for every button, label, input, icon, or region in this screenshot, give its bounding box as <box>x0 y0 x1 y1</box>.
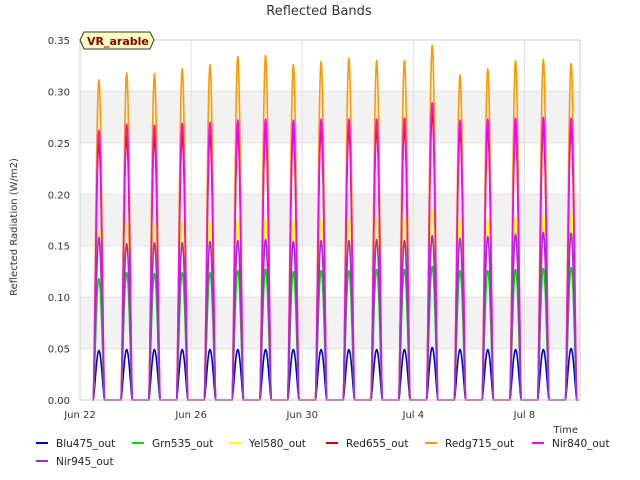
legend-label: Grn535_out <box>152 438 213 450</box>
station-badge: VR_arable <box>79 31 155 50</box>
x-axis-ticks: Jun 22 Jun 26 Jun 30 Jul 4 Jul 8 <box>63 410 535 421</box>
background-band <box>80 297 580 349</box>
background-band <box>80 91 580 143</box>
x-tick-label: Jun 22 <box>63 410 96 421</box>
y-axis-label: Reflected Radiation (W/m2) <box>9 158 20 296</box>
y-tick-label: 0.00 <box>48 396 70 407</box>
x-tick-label: Jun 26 <box>174 410 207 421</box>
y-tick-label: 0.15 <box>48 242 70 253</box>
plot-frame <box>79 39 581 401</box>
legend-label: Nir945_out <box>56 456 114 468</box>
y-tick-label: 0.35 <box>48 36 70 47</box>
legend-label: Nir840_out <box>552 438 610 450</box>
y-tick-label: 0.30 <box>48 87 70 98</box>
legend-label: Blu475_out <box>56 438 115 450</box>
legend-label: Red655_out <box>346 438 408 450</box>
series-line-red655-out <box>92 111 579 401</box>
y-tick-label: 0.25 <box>48 139 70 150</box>
series-line-nir840-out <box>92 101 579 401</box>
x-tick-label: Jul 8 <box>513 410 536 421</box>
station-badge-shape <box>79 31 155 50</box>
y-axis-ticks: 0.00 0.05 0.10 0.15 0.20 0.25 0.30 0.35 <box>48 36 70 407</box>
station-badge-label: VR_arable <box>87 35 149 48</box>
legend: Blu475_out Grn535_out Yel580_out Red655_out… <box>36 438 610 468</box>
y-tick-label: 0.10 <box>48 293 70 304</box>
background-band <box>80 194 580 246</box>
y-tick-label: 0.20 <box>48 190 70 201</box>
x-tick-label: Jun 30 <box>285 410 318 421</box>
chart-title: Reflected Bands <box>266 4 372 19</box>
x-axis-label: Time <box>553 425 578 436</box>
legend-label: Redg715_out <box>445 438 514 450</box>
legend-label: Yel580_out <box>248 438 306 450</box>
y-tick-label: 0.05 <box>48 345 70 356</box>
x-tick-label: Jul 4 <box>402 410 425 421</box>
background-bands <box>80 91 580 349</box>
series-line-blu475-out <box>92 346 579 401</box>
